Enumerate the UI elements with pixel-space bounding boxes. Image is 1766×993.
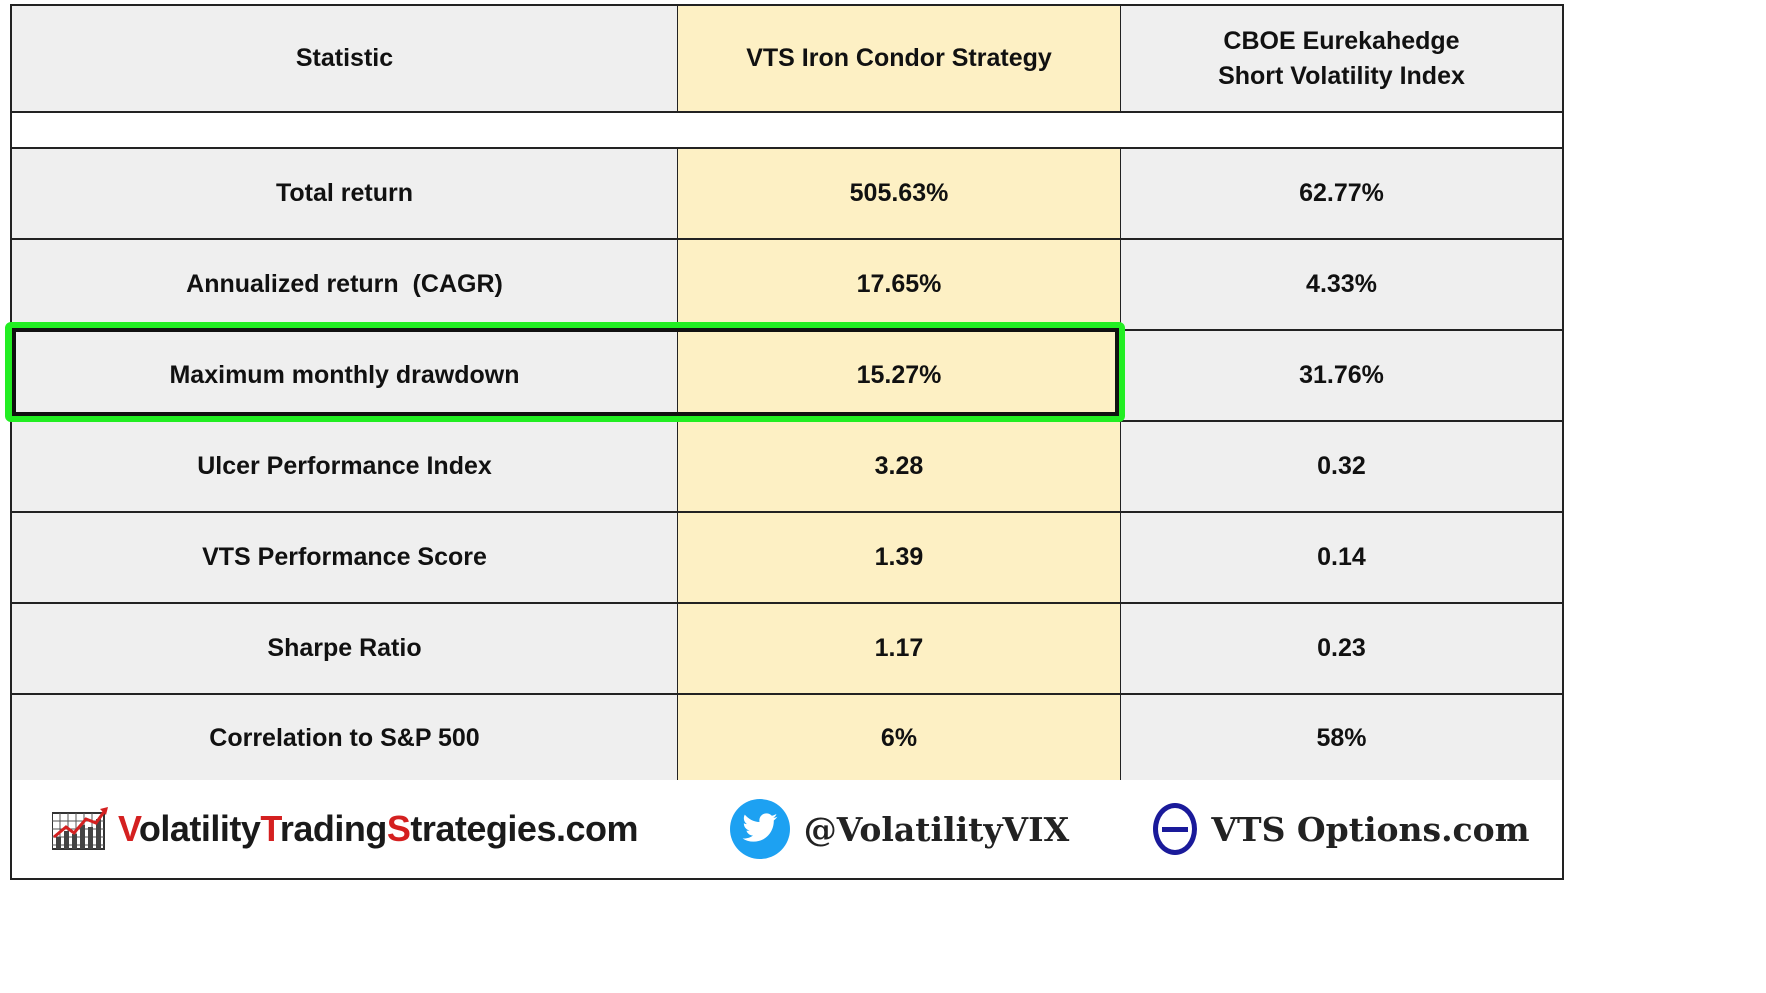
table-row: Sharpe Ratio 1.17 0.23 — [10, 602, 1564, 693]
header-cboe-index: CBOE Eurekahedge Short Volatility Index — [1121, 6, 1562, 111]
comparison-table: Statistic VTS Iron Condor Strategy CBOE … — [10, 4, 1564, 784]
drawdown-highlight-inner-border — [12, 328, 1119, 416]
row-vts-value: 17.65% — [678, 240, 1121, 329]
row-statistic: Sharpe Ratio — [12, 604, 678, 693]
twitter-block: @VolatilityVIX — [678, 780, 1121, 878]
row-vts-value: 15.27% — [678, 331, 1121, 420]
twitter-handle[interactable]: @VolatilityVIX — [803, 809, 1070, 849]
row-cboe-value: 58% — [1121, 695, 1562, 782]
row-cboe-value: 62.77% — [1121, 149, 1562, 238]
table-row: Maximum monthly drawdown 15.27% 31.76% — [10, 329, 1564, 420]
table-row: Correlation to S&P 500 6% 58% — [10, 693, 1564, 784]
row-cboe-value: 0.14 — [1121, 513, 1562, 602]
row-vts-value: 1.39 — [678, 513, 1121, 602]
row-cboe-value: 0.32 — [1121, 422, 1562, 511]
drawdown-highlight-box — [5, 322, 1125, 422]
twitter-bird-icon[interactable] — [729, 799, 790, 859]
row-statistic: Correlation to S&P 500 — [12, 695, 678, 782]
row-statistic: Total return — [12, 149, 678, 238]
chart-logo-icon — [51, 807, 108, 850]
row-cboe-value: 4.33% — [1121, 240, 1562, 329]
row-vts-value: 3.28 — [678, 422, 1121, 511]
row-cboe-value: 31.76% — [1121, 331, 1562, 420]
theta-icon — [1153, 803, 1198, 855]
header-vts-strategy: VTS Iron Condor Strategy — [678, 6, 1121, 111]
header-statistic: Statistic — [12, 6, 678, 111]
row-vts-value: 6% — [678, 695, 1121, 782]
vts-options-link[interactable]: VTS Options.com — [1211, 809, 1530, 849]
header-cboe-line2: Short Volatility Index — [1218, 61, 1465, 90]
row-statistic: Ulcer Performance Index — [12, 422, 678, 511]
footer-branding: VolatilityTradingStrategies.com @Volatil… — [10, 780, 1564, 880]
table-header-row: Statistic VTS Iron Condor Strategy CBOE … — [10, 4, 1564, 111]
vts-options-block: VTS Options.com — [1121, 780, 1562, 878]
row-statistic: Annualized return (CAGR) — [12, 240, 678, 329]
brand-block: VolatilityTradingStrategies.com — [12, 780, 678, 878]
brand-wordmark[interactable]: VolatilityTradingStrategies.com — [117, 808, 639, 849]
row-vts-value: 1.17 — [678, 604, 1121, 693]
row-statistic: Maximum monthly drawdown — [12, 331, 678, 420]
header-cboe-line1: CBOE Eurekahedge — [1223, 26, 1460, 55]
table-row: Annualized return (CAGR) 17.65% 4.33% — [10, 238, 1564, 329]
table-row: Ulcer Performance Index 3.28 0.32 — [10, 420, 1564, 511]
row-vts-value: 505.63% — [678, 149, 1121, 238]
table-row: Total return 505.63% 62.77% — [10, 147, 1564, 238]
row-cboe-value: 0.23 — [1121, 604, 1562, 693]
row-statistic: VTS Performance Score — [12, 513, 678, 602]
spacer-row — [10, 111, 1564, 147]
table-row: VTS Performance Score 1.39 0.14 — [10, 511, 1564, 602]
